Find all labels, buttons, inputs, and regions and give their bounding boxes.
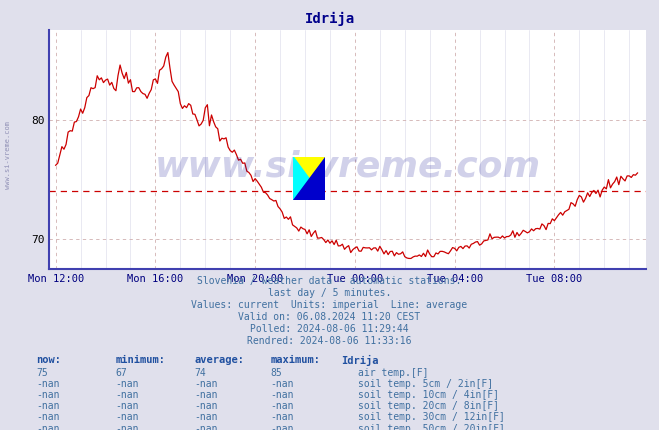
Text: Polled: 2024-08-06 11:29:44: Polled: 2024-08-06 11:29:44 [250,324,409,334]
Text: air temp.[F]: air temp.[F] [358,368,429,378]
Text: Slovenia / weather data - automatic stations.: Slovenia / weather data - automatic stat… [197,276,462,286]
Text: soil temp. 50cm / 20in[F]: soil temp. 50cm / 20in[F] [358,424,505,430]
Text: -nan: -nan [115,390,139,400]
Text: -nan: -nan [115,401,139,411]
Text: -nan: -nan [194,412,218,422]
Text: Valid on: 06.08.2024 11:20 CEST: Valid on: 06.08.2024 11:20 CEST [239,312,420,322]
Text: -nan: -nan [36,412,60,422]
Text: -nan: -nan [270,390,294,400]
Text: minimum:: minimum: [115,355,165,365]
Text: soil temp. 20cm / 8in[F]: soil temp. 20cm / 8in[F] [358,401,500,411]
Text: -nan: -nan [36,390,60,400]
Text: Rendred: 2024-08-06 11:33:16: Rendred: 2024-08-06 11:33:16 [247,336,412,346]
Text: 74: 74 [194,368,206,378]
Text: Idrija: Idrija [304,12,355,26]
Text: soil temp. 30cm / 12in[F]: soil temp. 30cm / 12in[F] [358,412,505,422]
Text: -nan: -nan [194,424,218,430]
Text: now:: now: [36,355,61,365]
Text: soil temp. 5cm / 2in[F]: soil temp. 5cm / 2in[F] [358,379,494,389]
Text: 85: 85 [270,368,282,378]
Polygon shape [293,157,325,200]
Text: Idrija: Idrija [341,355,379,366]
Text: -nan: -nan [270,412,294,422]
Text: -nan: -nan [194,390,218,400]
Text: -nan: -nan [115,412,139,422]
Polygon shape [293,157,325,200]
Text: maximum:: maximum: [270,355,320,365]
Text: 67: 67 [115,368,127,378]
Text: -nan: -nan [270,379,294,389]
Text: Values: current  Units: imperial  Line: average: Values: current Units: imperial Line: av… [191,300,468,310]
Text: www.si-vreme.com: www.si-vreme.com [5,121,11,189]
Text: -nan: -nan [270,401,294,411]
Text: -nan: -nan [194,401,218,411]
Text: -nan: -nan [194,379,218,389]
Text: -nan: -nan [36,401,60,411]
Text: -nan: -nan [115,379,139,389]
Text: -nan: -nan [270,424,294,430]
Polygon shape [293,157,325,200]
Text: -nan: -nan [36,424,60,430]
Text: 75: 75 [36,368,48,378]
Text: -nan: -nan [36,379,60,389]
Text: average:: average: [194,355,244,365]
Text: soil temp. 10cm / 4in[F]: soil temp. 10cm / 4in[F] [358,390,500,400]
Text: last day / 5 minutes.: last day / 5 minutes. [268,288,391,298]
Text: -nan: -nan [115,424,139,430]
Text: www.si-vreme.com: www.si-vreme.com [155,149,540,183]
